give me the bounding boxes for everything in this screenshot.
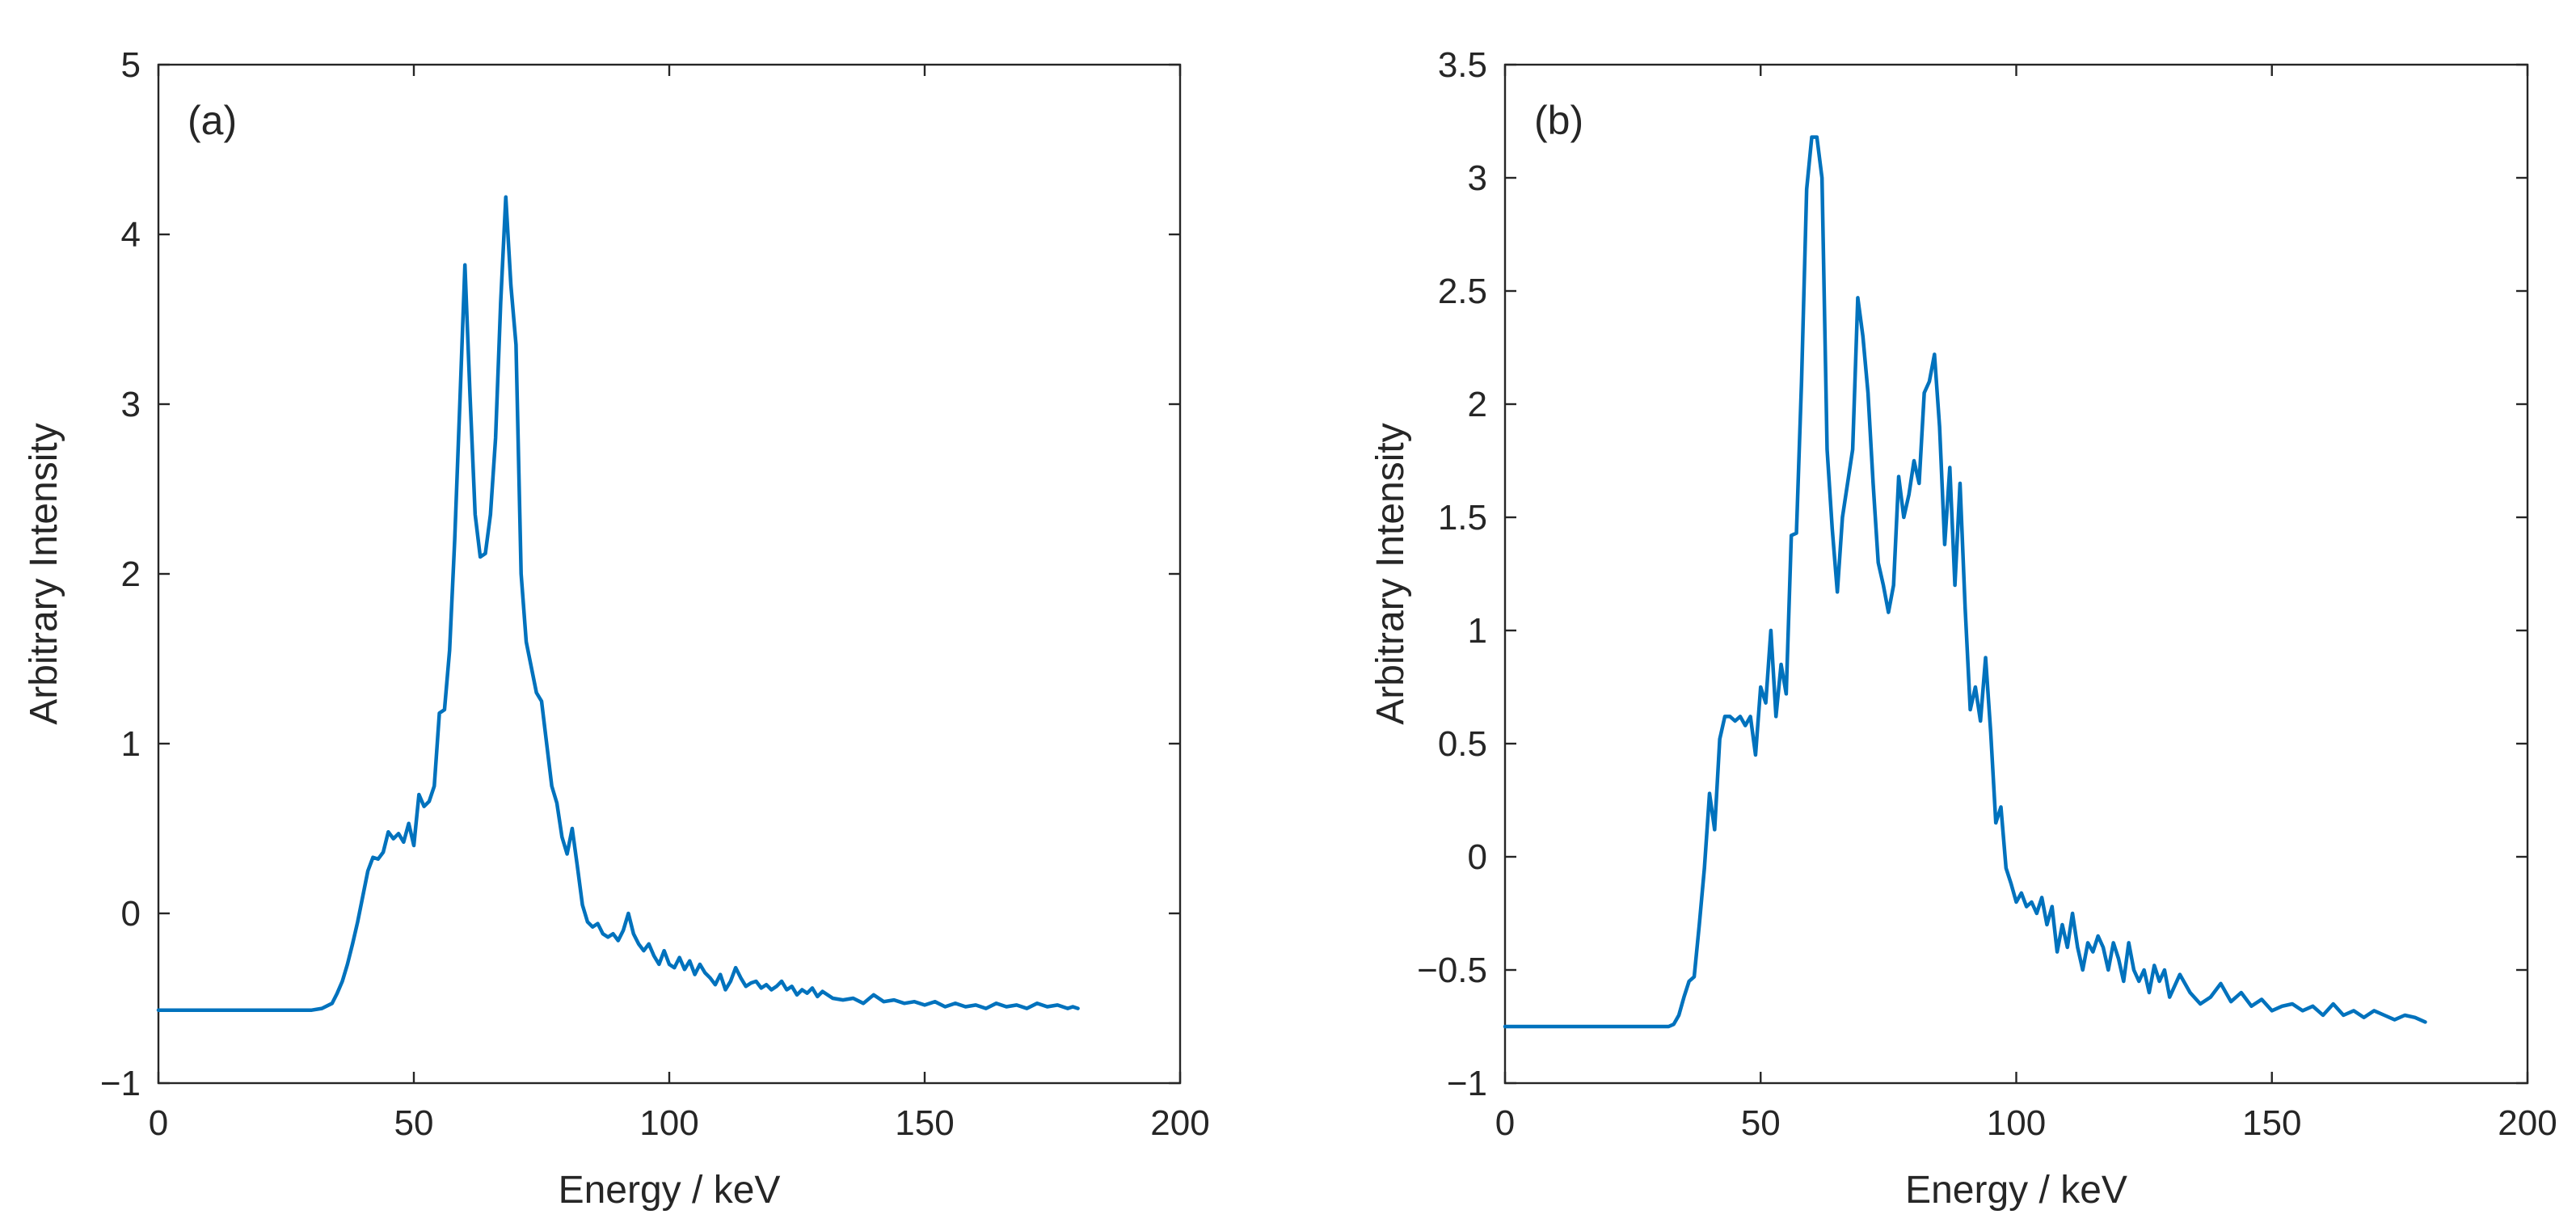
x-tick-label: 200 [2498, 1103, 2557, 1143]
y-tick-label: 1 [121, 724, 141, 764]
y-tick-label: 5 [121, 45, 141, 85]
y-tick-label: 4 [121, 215, 141, 255]
x-tick-label: 50 [394, 1103, 434, 1143]
y-tick-label: −1 [100, 1064, 141, 1103]
x-tick-label: 0 [149, 1103, 168, 1143]
series-line-spectrum [156, 195, 1080, 1012]
x-tick-label: 100 [639, 1103, 698, 1143]
x-tick-label: 50 [1741, 1103, 1781, 1143]
y-tick-label: 0 [1468, 837, 1487, 877]
x-axis-label: Energy / keV [1905, 1169, 2127, 1212]
x-axis-label: Energy / keV [559, 1169, 781, 1212]
x-tick-label: 100 [1987, 1103, 2046, 1143]
y-tick-label: 1.5 [1438, 498, 1487, 538]
y-tick-label: −1 [1447, 1064, 1487, 1103]
y-tick-label: 1 [1468, 611, 1487, 651]
panel-label: (a) [188, 98, 237, 143]
chart-panel-b: 0 50 100 150 200 −1 −0.5 0 0.5 1 1.5 2 2.5 3 3.5 Energy… [1369, 45, 2557, 1212]
x-tick-label: 150 [2242, 1103, 2301, 1143]
panel-label: (b) [1534, 98, 1583, 143]
y-tick-label: 2 [1468, 385, 1487, 424]
series-line-spectrum [1503, 135, 2427, 1029]
x-tick-label: 200 [1150, 1103, 1209, 1143]
axes-box [157, 63, 1182, 1085]
y-tick-label: 2 [121, 554, 141, 594]
y-tick-label: 3.5 [1438, 45, 1487, 85]
x-tick-label: 150 [895, 1103, 954, 1143]
y-tick-label: 0 [121, 894, 141, 934]
y-axis-label: Arbitrary Intensity [23, 423, 65, 724]
y-tick-label: 0.5 [1438, 724, 1487, 764]
axes-box [1503, 63, 2529, 1085]
y-tick-label: 3 [1468, 158, 1487, 198]
x-tick-label: 0 [1495, 1103, 1515, 1143]
y-tick-label: −0.5 [1417, 951, 1487, 990]
y-axis-label: Arbitrary Intensity [1369, 423, 1412, 724]
y-tick-label: 2.5 [1438, 272, 1487, 311]
y-tick-label: 3 [121, 385, 141, 424]
